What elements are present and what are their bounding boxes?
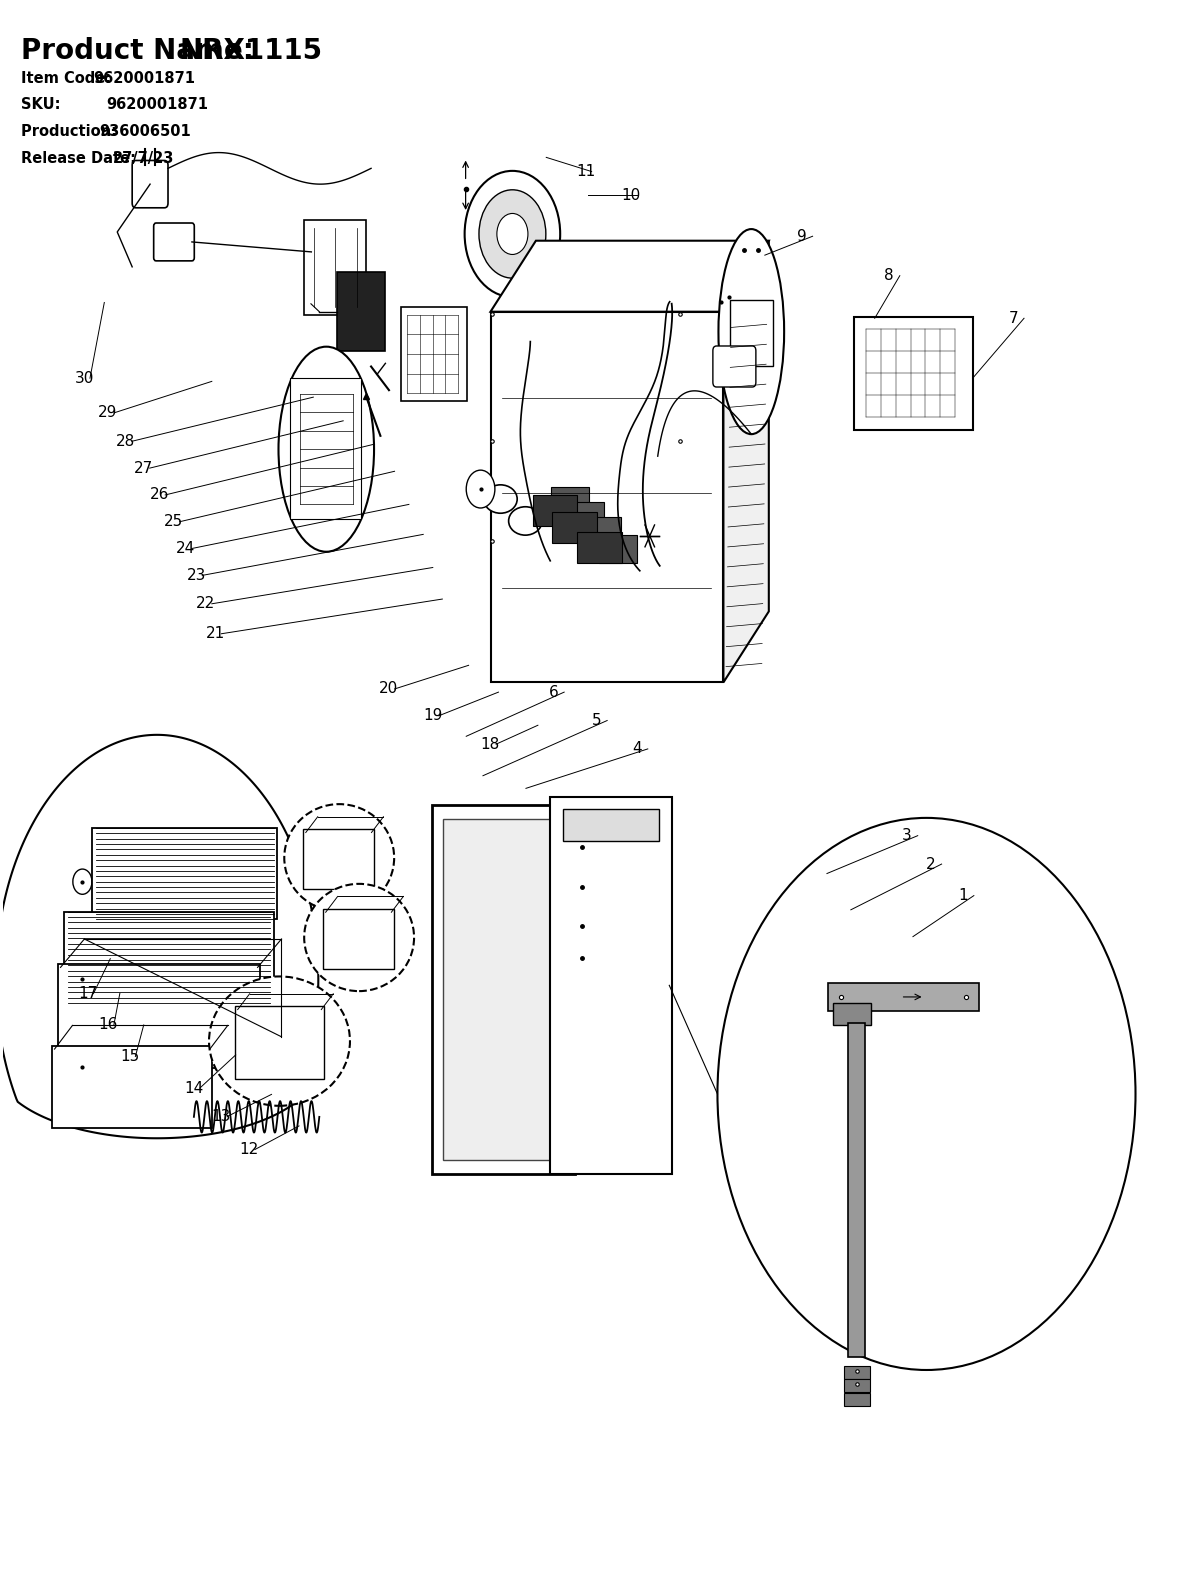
FancyBboxPatch shape <box>730 301 773 366</box>
Ellipse shape <box>284 804 394 912</box>
Text: 5: 5 <box>592 712 601 728</box>
Text: 11: 11 <box>576 165 595 179</box>
Text: Production:: Production: <box>20 123 122 139</box>
Circle shape <box>73 967 92 993</box>
FancyBboxPatch shape <box>713 347 756 386</box>
Text: 14: 14 <box>185 1081 204 1095</box>
FancyBboxPatch shape <box>833 1002 871 1024</box>
Text: Release Date:: Release Date: <box>20 150 140 166</box>
FancyBboxPatch shape <box>401 307 467 402</box>
Text: 20: 20 <box>379 681 398 697</box>
Text: 26: 26 <box>150 488 169 502</box>
Text: 10: 10 <box>622 188 641 203</box>
Circle shape <box>73 1054 92 1080</box>
FancyBboxPatch shape <box>533 495 577 526</box>
Circle shape <box>497 214 528 255</box>
Text: 18: 18 <box>480 736 500 752</box>
Circle shape <box>467 470 494 508</box>
Text: 6: 6 <box>548 684 558 700</box>
Text: 2: 2 <box>926 856 936 872</box>
FancyBboxPatch shape <box>305 220 366 315</box>
Text: 28: 28 <box>116 434 136 450</box>
Text: 15: 15 <box>120 1050 139 1064</box>
Ellipse shape <box>719 230 784 434</box>
FancyBboxPatch shape <box>290 378 361 519</box>
FancyBboxPatch shape <box>154 223 194 261</box>
FancyBboxPatch shape <box>550 796 672 1175</box>
Text: 17: 17 <box>78 986 97 1000</box>
FancyBboxPatch shape <box>443 818 564 1160</box>
Circle shape <box>718 818 1135 1369</box>
Text: 30: 30 <box>74 370 94 386</box>
FancyBboxPatch shape <box>58 964 260 1069</box>
Text: 1: 1 <box>959 888 968 904</box>
Text: 9620001871: 9620001871 <box>92 71 194 85</box>
FancyBboxPatch shape <box>92 828 277 920</box>
Circle shape <box>479 190 546 279</box>
Ellipse shape <box>304 883 414 991</box>
Text: 16: 16 <box>98 1018 118 1032</box>
Text: 4: 4 <box>632 741 642 757</box>
FancyBboxPatch shape <box>854 317 973 431</box>
Text: Item Code:: Item Code: <box>20 71 116 85</box>
FancyBboxPatch shape <box>566 502 604 530</box>
Text: 19: 19 <box>424 708 443 723</box>
Text: 27/7/23: 27/7/23 <box>113 150 174 166</box>
Text: 24: 24 <box>176 541 196 556</box>
FancyBboxPatch shape <box>563 809 659 841</box>
Text: Product Name:: Product Name: <box>20 38 263 65</box>
Text: 25: 25 <box>164 514 184 529</box>
Polygon shape <box>724 241 769 682</box>
FancyBboxPatch shape <box>432 804 575 1175</box>
Text: 21: 21 <box>206 627 226 641</box>
Text: 7: 7 <box>1008 310 1018 326</box>
FancyBboxPatch shape <box>235 1007 324 1080</box>
FancyBboxPatch shape <box>844 1379 870 1391</box>
Circle shape <box>464 171 560 298</box>
Text: 9: 9 <box>797 228 806 244</box>
Ellipse shape <box>209 977 350 1107</box>
Ellipse shape <box>484 484 517 513</box>
Text: 22: 22 <box>197 597 216 611</box>
FancyBboxPatch shape <box>844 1366 870 1379</box>
Text: 936006501: 936006501 <box>100 123 191 139</box>
Text: 9620001871: 9620001871 <box>106 98 208 112</box>
FancyBboxPatch shape <box>304 829 374 890</box>
FancyBboxPatch shape <box>65 912 274 1004</box>
FancyBboxPatch shape <box>848 1023 865 1357</box>
FancyBboxPatch shape <box>491 312 724 682</box>
FancyBboxPatch shape <box>583 516 622 545</box>
Text: 29: 29 <box>98 405 118 421</box>
Polygon shape <box>0 735 318 1138</box>
FancyBboxPatch shape <box>844 1393 870 1406</box>
FancyBboxPatch shape <box>551 488 589 514</box>
FancyBboxPatch shape <box>132 160 168 207</box>
FancyBboxPatch shape <box>828 983 979 1012</box>
Text: 3: 3 <box>902 828 912 844</box>
FancyBboxPatch shape <box>552 511 596 543</box>
Circle shape <box>73 869 92 894</box>
FancyBboxPatch shape <box>577 532 622 564</box>
Text: 8: 8 <box>884 268 894 283</box>
Text: 27: 27 <box>134 461 154 475</box>
Ellipse shape <box>509 507 542 535</box>
FancyBboxPatch shape <box>599 535 637 564</box>
Text: 12: 12 <box>239 1141 258 1157</box>
Ellipse shape <box>278 347 374 552</box>
Text: 13: 13 <box>212 1110 232 1124</box>
Text: SKU:: SKU: <box>20 98 107 112</box>
Text: 23: 23 <box>187 568 206 583</box>
FancyBboxPatch shape <box>337 272 385 351</box>
FancyBboxPatch shape <box>323 909 394 969</box>
FancyBboxPatch shape <box>52 1046 212 1129</box>
Polygon shape <box>491 241 769 312</box>
Text: NRX1115: NRX1115 <box>180 38 323 65</box>
